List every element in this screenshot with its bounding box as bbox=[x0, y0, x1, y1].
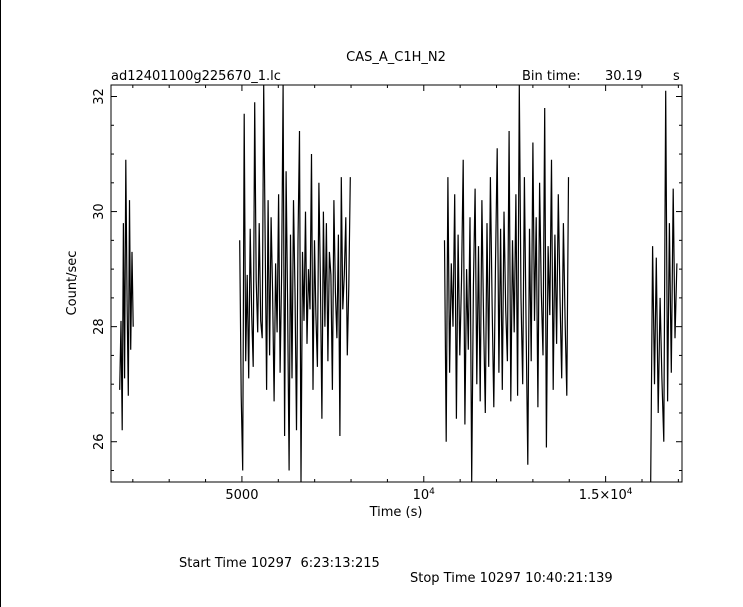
x-axis-ticks: 5000 104 1.5×104 bbox=[132, 85, 679, 503]
time-range-footer: Start Time 10297 6:23:13:215 Stop Time 1… bbox=[0, 541, 743, 586]
y-tick-label-3: 32 bbox=[92, 88, 107, 105]
stop-time: Stop Time 10297 10:40:21:139 bbox=[410, 571, 613, 586]
window-left-border bbox=[0, 0, 1, 607]
x-tick-label-0: 5000 bbox=[225, 488, 258, 503]
x-axis-label: Time (s) bbox=[369, 505, 423, 520]
light-curve-segment-3 bbox=[650, 90, 678, 483]
chart-title: CAS_A_C1H_N2 bbox=[346, 50, 446, 65]
bin-time-label: Bin time: bbox=[522, 69, 581, 84]
y-axis-ticks: 26 28 30 32 bbox=[92, 88, 682, 471]
y-axis-label: Count/sec bbox=[65, 251, 80, 316]
y-tick-label-0: 26 bbox=[92, 433, 107, 450]
bin-time-unit: s bbox=[673, 69, 680, 84]
start-time: Start Time 10297 6:23:13:215 bbox=[179, 556, 380, 571]
x-tick-label-2: 1.5×104 bbox=[579, 487, 633, 503]
bin-time-value: 30.19 bbox=[605, 69, 642, 84]
light-curve-segment-1 bbox=[239, 84, 351, 483]
y-tick-label-2: 30 bbox=[92, 203, 107, 220]
light-curve-segment-2 bbox=[443, 84, 570, 483]
light-curve-series bbox=[119, 84, 678, 483]
file-label: ad12401100g225670_1.lc bbox=[111, 69, 281, 84]
light-curve-segment-0 bbox=[119, 159, 134, 431]
plot-frame bbox=[110, 84, 683, 483]
x-tick-label-1: 104 bbox=[413, 487, 436, 503]
y-tick-label-1: 28 bbox=[92, 318, 107, 335]
